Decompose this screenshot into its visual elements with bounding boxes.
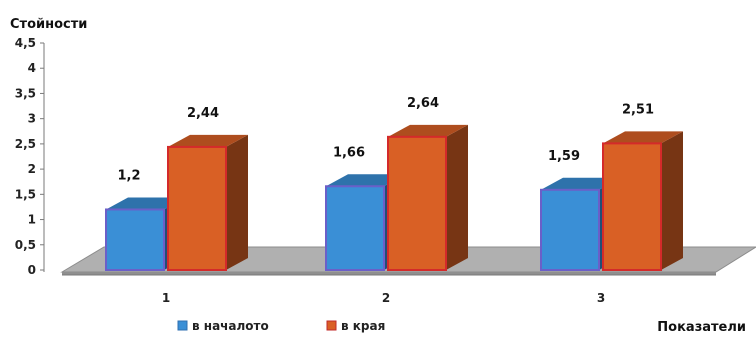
legend: в началото в края	[177, 319, 385, 333]
y-tick-label: 4,5	[15, 36, 36, 50]
x-axis: 1 2 3	[62, 274, 716, 305]
bar	[602, 131, 683, 271]
bar-top	[168, 134, 248, 147]
bar-side	[446, 124, 468, 271]
bar-top	[326, 174, 406, 187]
legend-label: в началото	[192, 319, 269, 333]
x-tick-label: 1	[162, 291, 170, 305]
legend-item: в началото	[177, 319, 269, 333]
y-tick-label: 1	[28, 213, 36, 227]
x-tick-label: 2	[382, 291, 390, 305]
bar-front	[387, 135, 447, 271]
legend-swatch	[177, 320, 188, 331]
bars: 1,2 2,44 1,66 2,64 1,59 2,51	[105, 96, 683, 271]
bar-top	[541, 177, 621, 190]
y-tick-label: 0,5	[15, 238, 36, 252]
bar-front	[167, 145, 227, 271]
bar	[167, 134, 248, 271]
data-label: 2,51	[622, 102, 654, 117]
bar-top	[388, 124, 468, 137]
legend-item: в края	[326, 319, 385, 333]
bar	[387, 124, 468, 271]
x-axis-title: Показатели	[657, 320, 746, 335]
data-label: 2,44	[187, 106, 219, 121]
y-tick-label: 4	[28, 61, 36, 75]
bar-side	[661, 131, 683, 270]
y-tick-label: 1,5	[15, 187, 36, 201]
data-label: 2,64	[407, 96, 439, 111]
legend-swatch	[326, 320, 337, 331]
y-tick-label: 0	[28, 263, 36, 277]
legend-label: в края	[341, 319, 385, 333]
bar-front	[602, 142, 662, 271]
data-label: 1,66	[333, 145, 365, 160]
bar-front	[325, 185, 385, 271]
data-label: 1,59	[548, 149, 580, 164]
data-label: 1,2	[117, 168, 140, 183]
y-tick-label: 2,5	[15, 137, 36, 151]
y-tick-label: 3,5	[15, 86, 36, 100]
bar-top	[603, 131, 683, 144]
x-tick-label: 3	[597, 291, 605, 305]
y-tick-label: 3	[28, 112, 36, 126]
bar-front	[540, 188, 600, 271]
floor-front	[62, 272, 716, 275]
bar-front	[105, 208, 165, 271]
bar-side	[226, 134, 248, 270]
y-axis-title: Стойности	[10, 17, 87, 32]
y-tick-label: 2	[28, 162, 36, 176]
y-axis: 0 0,5 1 1,5 2 2,5 3 3,5 4 4,5	[15, 36, 45, 277]
bar-top	[106, 197, 186, 210]
